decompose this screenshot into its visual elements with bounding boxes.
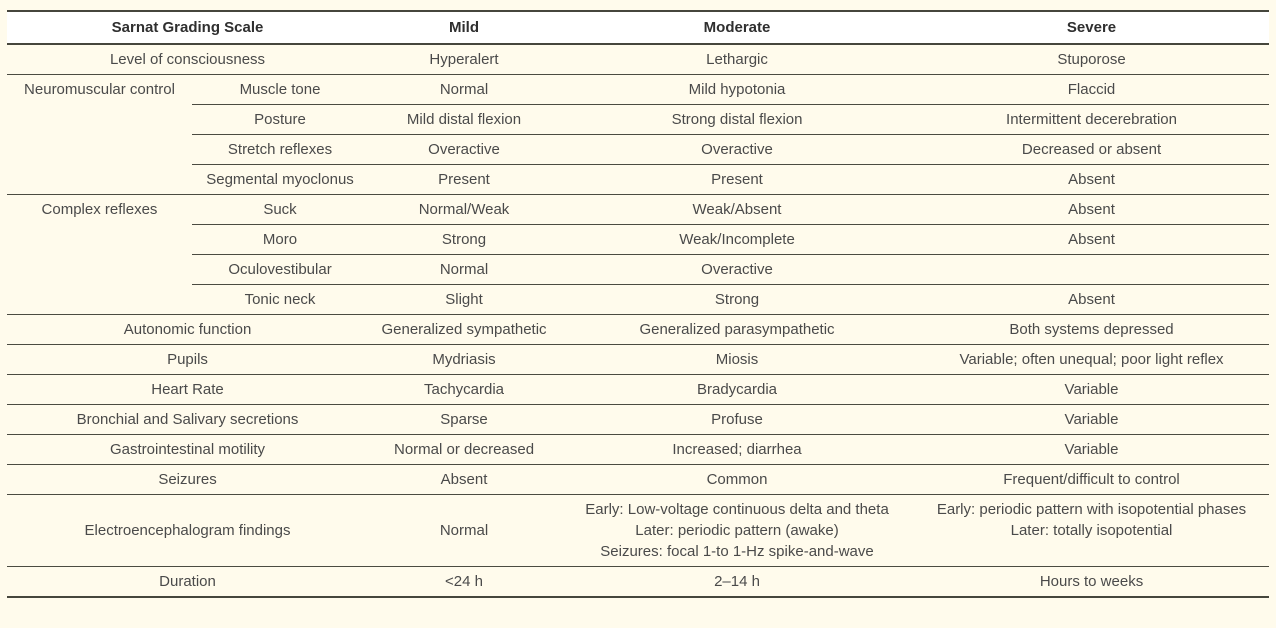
moderate-cell: Generalized parasympathetic — [560, 314, 915, 345]
row-posture: Posture Mild distal flexion Strong dista… — [7, 104, 1270, 135]
row-oculovestibular: Oculovestibular Normal Overactive — [7, 254, 1270, 285]
severe-cell: Variable — [914, 374, 1270, 405]
row-stretch-reflexes: Stretch reflexes Overactive Overactive D… — [7, 134, 1270, 165]
mild-cell: Slight — [368, 284, 561, 315]
mild-cell: Mydriasis — [368, 344, 561, 375]
severe-cell: Stuporose — [1057, 51, 1126, 68]
row-label: Gastrointestinal motility — [7, 434, 369, 465]
subcategory-cell: Moro — [192, 224, 369, 255]
row-suck: Complex reflexes Suck Normal/Weak Weak/A… — [7, 194, 1270, 315]
moderate-cell: Lethargic — [706, 51, 768, 68]
severe-cell: Variable — [914, 404, 1270, 435]
row-duration: Duration <24 h 2–14 h Hours to weeks — [7, 566, 1270, 597]
mild-cell: Normal — [368, 254, 561, 285]
severe-cell: Early: periodic pattern with isopotentia… — [914, 494, 1270, 567]
severe-cell — [914, 254, 1270, 285]
mild-cell: Hyperalert — [429, 51, 499, 68]
eeg-moderate-line: Later: periodic pattern (awake) — [635, 522, 839, 539]
row-heart-rate: Heart Rate Tachycardia Bradycardia Varia… — [7, 374, 1270, 405]
mild-cell: Generalized sympathetic — [368, 314, 561, 345]
eeg-moderate-line: Seizures: focal 1-to 1-Hz spike-and-wave — [600, 543, 874, 560]
moderate-cell: Weak/Incomplete — [560, 224, 915, 255]
moderate-cell: Strong — [560, 284, 915, 315]
severe-cell: Both systems depressed — [914, 314, 1270, 345]
mild-cell: Normal — [368, 494, 561, 567]
eeg-severe-line: Early: periodic pattern with isopotentia… — [936, 501, 1247, 518]
row-electroencephalogram-findings: Electroencephalogram findings Normal Ear… — [7, 494, 1270, 567]
moderate-cell: 2–14 h — [560, 566, 915, 597]
severe-cell: Hours to weeks — [914, 566, 1270, 597]
row-muscle-tone: Neuromuscular control Muscle tone Normal… — [7, 74, 1270, 195]
severe-cell: Frequent/difficult to control — [914, 464, 1270, 495]
severe-cell: Absent — [914, 194, 1270, 225]
mild-cell: Absent — [368, 464, 561, 495]
mild-cell: Normal or decreased — [368, 434, 561, 465]
row-level-of-consciousness: Level of consciousness Hyperalert Lethar… — [7, 44, 1269, 75]
moderate-cell: Overactive — [560, 254, 915, 285]
subcategory-cell: Posture — [192, 104, 369, 135]
row-label: Level of consciousness — [109, 51, 266, 68]
subcategory-cell: Stretch reflexes — [192, 134, 369, 165]
header-scale: Sarnat Grading Scale — [7, 11, 369, 45]
row-label: Pupils — [7, 344, 369, 375]
mild-cell: <24 h — [368, 566, 561, 597]
header-severe: Severe — [914, 11, 1270, 45]
mild-cell: Mild distal flexion — [368, 104, 561, 135]
subcategory-cell: Segmental myoclonus — [192, 164, 369, 195]
row-label: Duration — [7, 566, 369, 597]
severe-cell: Absent — [914, 224, 1270, 255]
row-label: Heart Rate — [7, 374, 369, 405]
mild-cell: Strong — [368, 224, 561, 255]
severe-cell: Intermittent decerebration — [914, 104, 1270, 135]
eeg-moderate-line: Early: Low-voltage continuous delta and … — [585, 501, 889, 518]
moderate-cell: Weak/Absent — [560, 194, 915, 225]
row-label: Bronchial and Salivary secretions — [7, 404, 369, 435]
row-pupils: Pupils Mydriasis Miosis Variable; often … — [7, 344, 1270, 375]
sarnat-grading-table: Sarnat Grading Scale Mild Moderate Sever… — [7, 10, 1270, 598]
row-tonic-neck: Tonic neck Slight Strong Absent — [7, 284, 1270, 315]
mild-cell: Normal/Weak — [368, 194, 561, 225]
severe-cell: Absent — [914, 284, 1270, 315]
row-gastrointestinal-motility: Gastrointestinal motility Normal or decr… — [7, 434, 1270, 465]
severe-cell: Decreased or absent — [914, 134, 1270, 165]
moderate-cell: Common — [560, 464, 915, 495]
row-label: Seizures — [7, 464, 369, 495]
subcategory-cell: Tonic neck — [192, 284, 369, 315]
header-moderate: Moderate — [560, 11, 915, 45]
row-bronchial-salivary-secretions: Bronchial and Salivary secretions Sparse… — [7, 404, 1270, 435]
moderate-cell: Overactive — [560, 134, 915, 165]
category-cell-neuromuscular-control: Neuromuscular control — [7, 74, 192, 195]
severe-cell: Variable; often unequal; poor light refl… — [914, 344, 1270, 375]
row-moro: Moro Strong Weak/Incomplete Absent — [7, 224, 1270, 255]
severe-cell: Variable — [914, 434, 1270, 465]
subcategory-cell: Muscle tone — [192, 74, 369, 105]
moderate-cell: Mild hypotonia — [560, 74, 915, 105]
mild-cell: Normal — [368, 74, 561, 105]
row-label: Autonomic function — [7, 314, 369, 345]
row-segmental-myoclonus: Segmental myoclonus Present Present Abse… — [7, 164, 1270, 195]
mild-cell: Present — [368, 164, 561, 195]
row-autonomic-function: Autonomic function Generalized sympathet… — [7, 314, 1270, 345]
moderate-cell: Strong distal flexion — [560, 104, 915, 135]
subcategory-cell: Oculovestibular — [192, 254, 369, 285]
mild-cell: Sparse — [368, 404, 561, 435]
severe-cell: Flaccid — [914, 74, 1270, 105]
header-mild: Mild — [368, 11, 561, 45]
moderate-cell: Profuse — [560, 404, 915, 435]
moderate-cell: Miosis — [560, 344, 915, 375]
mild-cell: Overactive — [368, 134, 561, 165]
category-cell-complex-reflexes: Complex reflexes — [7, 194, 192, 315]
row-label: Electroencephalogram findings — [7, 494, 369, 567]
eeg-severe-line: Later: totally isopotential — [1010, 522, 1173, 539]
subcategory-cell: Suck — [192, 194, 369, 225]
moderate-cell: Early: Low-voltage continuous delta and … — [560, 494, 915, 567]
moderate-cell: Bradycardia — [560, 374, 915, 405]
severe-cell: Absent — [914, 164, 1270, 195]
row-seizures: Seizures Absent Common Frequent/difficul… — [7, 464, 1270, 495]
header-row: Sarnat Grading Scale Mild Moderate Sever… — [7, 11, 1270, 45]
moderate-cell: Increased; diarrhea — [560, 434, 915, 465]
moderate-cell: Present — [560, 164, 915, 195]
mild-cell: Tachycardia — [368, 374, 561, 405]
